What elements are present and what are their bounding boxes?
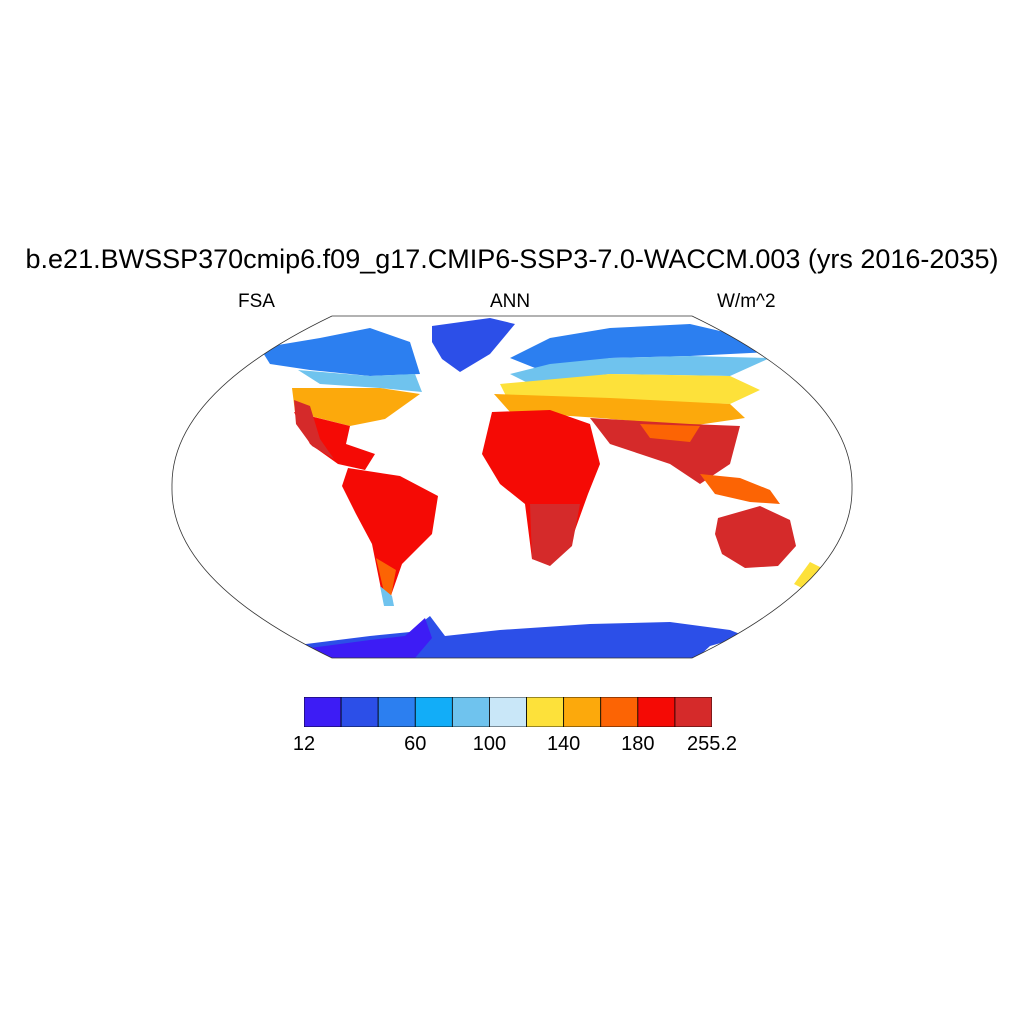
south-america-south-region xyxy=(376,558,396,602)
south-america-region xyxy=(342,468,438,604)
greenland-region xyxy=(432,318,515,372)
colorbar-swatch xyxy=(600,697,639,727)
north-america-west-region xyxy=(294,400,334,459)
tibet-region xyxy=(640,424,700,442)
asia-south-region xyxy=(590,418,740,484)
colorbar-swatch xyxy=(637,697,676,727)
world-map xyxy=(171,315,853,659)
colorbar-swatch xyxy=(451,697,490,727)
colorbar-tick-label: 100 xyxy=(472,733,507,755)
colorbar-swatch xyxy=(674,697,712,727)
australia-region xyxy=(715,506,796,568)
eurasia-boreal-region xyxy=(510,356,770,384)
new-zealand-region xyxy=(794,562,822,588)
season-label: ANN xyxy=(490,291,531,312)
colorbar-tick-label: 140 xyxy=(546,733,581,755)
colorbar-swatch xyxy=(304,697,342,727)
patagonia-region xyxy=(380,586,394,606)
map-boundary xyxy=(171,315,853,659)
north-america-temperate-region xyxy=(292,388,420,426)
variable-label: FSA xyxy=(238,291,275,312)
colorbar-swatch xyxy=(340,697,379,727)
antarctic-peninsula-region xyxy=(310,618,432,658)
units-label: W/m^2 xyxy=(717,291,776,312)
colorbar-swatch xyxy=(377,697,416,727)
colorbar-swatch xyxy=(526,697,565,727)
colorbar-swatch xyxy=(489,697,527,727)
eurasia-midlatitude-region xyxy=(494,394,745,426)
colorbar-tick-label: 180 xyxy=(621,733,655,755)
north-america-boreal-region xyxy=(298,370,422,392)
north-america-arctic-region xyxy=(260,328,420,376)
colorbar xyxy=(304,697,712,727)
plot-title: b.e21.BWSSP370cmip6.f09_g17.CMIP6-SSP3-7… xyxy=(25,244,999,274)
colorbar-tick-label: 60 xyxy=(404,733,427,755)
colorbar-tick-label: 12 xyxy=(292,733,316,755)
colorbar-swatch xyxy=(563,697,602,727)
africa-south-region xyxy=(530,504,580,566)
maritime-continent-region xyxy=(700,474,780,504)
colorbar-swatch xyxy=(414,697,453,727)
colorbar-tick-label: 255.2 xyxy=(686,733,738,755)
